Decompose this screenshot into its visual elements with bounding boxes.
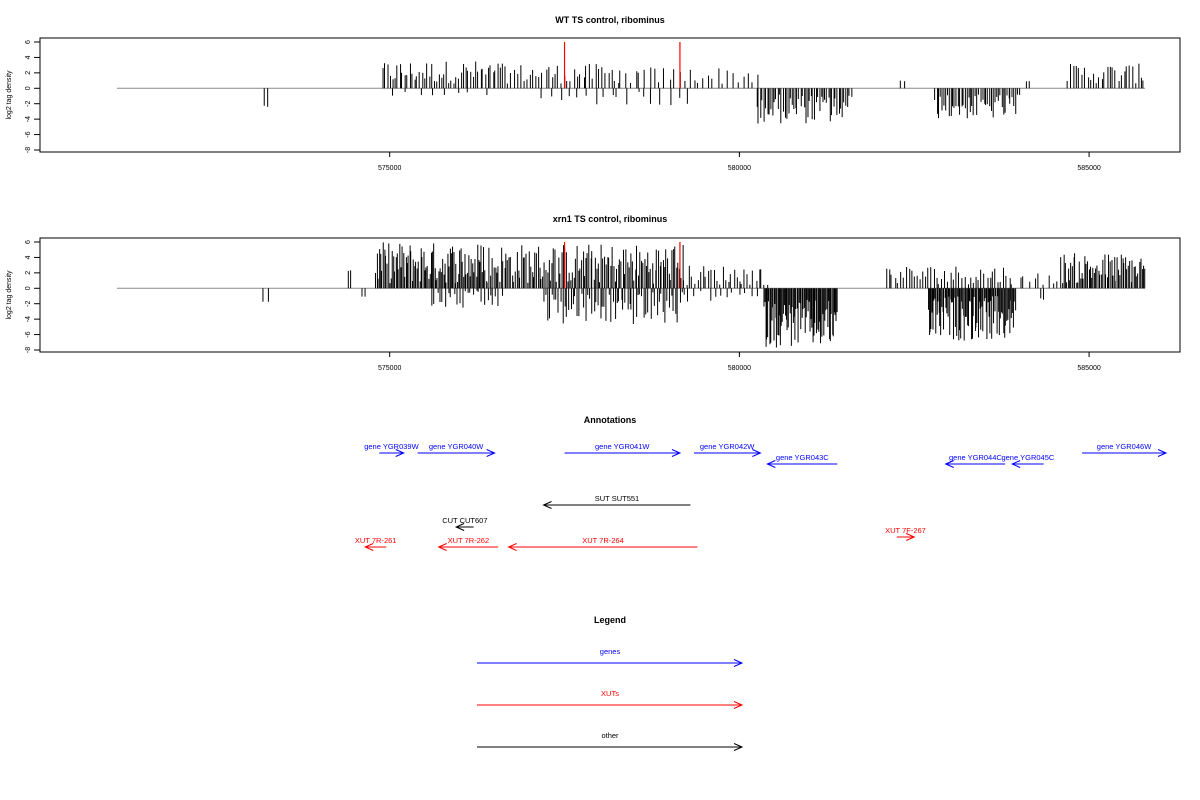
feature-label: SUT SUT551 bbox=[595, 494, 639, 503]
panel-wt-ts-control: WT TS control, ribominus log2 tag densit… bbox=[6, 15, 1181, 172]
feature-label: XUT 7R-264 bbox=[582, 536, 624, 545]
feature-label: gene YGR039W bbox=[364, 442, 419, 451]
y-tick-label: 6 bbox=[25, 40, 32, 44]
feature-arrowhead bbox=[437, 543, 447, 551]
legend-entry: other bbox=[477, 731, 744, 751]
y-tick-label: -8 bbox=[25, 147, 32, 153]
feature-arrowhead bbox=[944, 460, 954, 468]
y-tick-label: -2 bbox=[25, 101, 32, 107]
panel-1-axes: -8 -6 -4 -2 0 2 4 6 575000 580000 585000 bbox=[25, 40, 1101, 172]
feature-arrowhead bbox=[507, 543, 517, 551]
legend-label: XUTs bbox=[601, 689, 619, 698]
feature-arrowhead bbox=[363, 543, 374, 551]
panel-2-title: xrn1 TS control, ribominus bbox=[553, 214, 668, 224]
annotation-feature: SUT SUT551 bbox=[542, 494, 691, 509]
y-tick-label: -2 bbox=[25, 301, 32, 307]
legend-entry: XUTs bbox=[477, 689, 744, 709]
annotation-feature: gene YGR040W bbox=[417, 442, 496, 457]
x-tick-label: 575000 bbox=[378, 365, 401, 372]
y-tick-label: 2 bbox=[25, 271, 32, 275]
y-tick-label: -8 bbox=[25, 347, 32, 353]
feature-arrowhead bbox=[1010, 460, 1021, 468]
annotation-feature: gene YGR041W bbox=[564, 442, 682, 457]
panel-2-density-bars bbox=[116, 242, 1146, 348]
panel-1-title: WT TS control, ribominus bbox=[555, 15, 665, 25]
feature-arrowhead bbox=[486, 449, 496, 457]
legend-arrowhead bbox=[733, 743, 744, 751]
annotation-feature: XUT 7F-267 bbox=[885, 526, 926, 541]
y-tick-label: 0 bbox=[25, 86, 32, 90]
feature-arrowhead bbox=[454, 523, 465, 531]
feature-arrowhead bbox=[752, 449, 762, 457]
feature-label: gene YGR043C bbox=[776, 453, 829, 462]
legend-arrowhead bbox=[733, 701, 744, 709]
feature-label: gene YGR045C bbox=[1001, 453, 1054, 462]
feature-arrowhead bbox=[1157, 449, 1168, 457]
annotation-feature: gene YGR044C bbox=[944, 453, 1006, 468]
feature-label: CUT CUT607 bbox=[442, 516, 487, 525]
panel-xrn1-ts-control: xrn1 TS control, ribominus log2 tag dens… bbox=[6, 214, 1181, 372]
annotation-features: gene YGR039W gene YGR040W gene YGR041W gene… bbox=[355, 442, 1168, 551]
annotation-feature: XUT 7R-262 bbox=[437, 536, 499, 551]
y-tick-label: -4 bbox=[25, 116, 32, 122]
annotation-feature: gene YGR042W bbox=[693, 442, 762, 457]
feature-arrowhead bbox=[395, 449, 405, 457]
feature-arrowhead bbox=[906, 533, 916, 541]
legend-entries: genes XUTs other bbox=[477, 647, 744, 751]
y-tick-label: 4 bbox=[25, 255, 32, 259]
panel-2-axes: -8 -6 -4 -2 0 2 4 6 575000 580000 585000 bbox=[25, 240, 1101, 372]
annotation-feature: gene YGR045C bbox=[1001, 453, 1055, 468]
y-tick-label: 2 bbox=[25, 71, 32, 75]
annotation-feature: gene YGR039W bbox=[364, 442, 420, 457]
y-tick-label: -6 bbox=[25, 331, 32, 337]
feature-arrowhead bbox=[766, 460, 776, 468]
x-tick-label: 585000 bbox=[1077, 365, 1100, 372]
feature-label: XUT 7R-262 bbox=[448, 536, 490, 545]
feature-label: gene YGR044C bbox=[949, 453, 1002, 462]
feature-label: gene YGR041W bbox=[595, 442, 650, 451]
y-tick-label: 0 bbox=[25, 286, 32, 290]
panel-2-ylabel: log2 tag density bbox=[6, 270, 13, 320]
feature-label: XUT 7F-267 bbox=[885, 526, 926, 535]
feature-arrowhead bbox=[542, 501, 552, 509]
y-tick-label: -6 bbox=[25, 131, 32, 137]
panel-1-plot-frame bbox=[39, 37, 1181, 153]
legend-label: genes bbox=[600, 647, 621, 656]
legend-title: Legend bbox=[594, 615, 626, 625]
panel-1-density-bars bbox=[116, 42, 1146, 124]
y-tick-label: 4 bbox=[25, 55, 32, 59]
annotation-feature: CUT CUT607 bbox=[442, 516, 488, 531]
annotations-track: Annotations gene YGR039W gene YGR040W gene… bbox=[355, 415, 1168, 551]
legend-label: other bbox=[601, 731, 619, 740]
x-tick-label: 580000 bbox=[728, 165, 751, 172]
y-tick-label: 6 bbox=[25, 240, 32, 244]
x-tick-label: 580000 bbox=[728, 365, 751, 372]
legend-arrowhead bbox=[733, 659, 744, 667]
x-tick-label: 585000 bbox=[1077, 165, 1100, 172]
feature-label: gene YGR046W bbox=[1097, 442, 1152, 451]
annotation-feature: XUT 7R-261 bbox=[355, 536, 397, 551]
feature-label: gene YGR040W bbox=[429, 442, 484, 451]
annotation-feature: gene YGR046W bbox=[1082, 442, 1168, 457]
panel-2-plot-frame bbox=[39, 237, 1181, 353]
y-tick-label: -4 bbox=[25, 316, 32, 322]
feature-label: gene YGR042W bbox=[700, 442, 755, 451]
panel-1-ylabel: log2 tag density bbox=[6, 70, 13, 120]
annotations-title: Annotations bbox=[584, 415, 637, 425]
annotation-feature: XUT 7R-264 bbox=[507, 536, 698, 551]
feature-arrowhead bbox=[671, 449, 682, 457]
legend-entry: genes bbox=[477, 647, 744, 667]
x-tick-label: 575000 bbox=[378, 165, 401, 172]
legend: Legend genes XUTs other bbox=[477, 615, 744, 751]
feature-label: XUT 7R-261 bbox=[355, 536, 397, 545]
annotation-feature: gene YGR043C bbox=[766, 453, 838, 468]
